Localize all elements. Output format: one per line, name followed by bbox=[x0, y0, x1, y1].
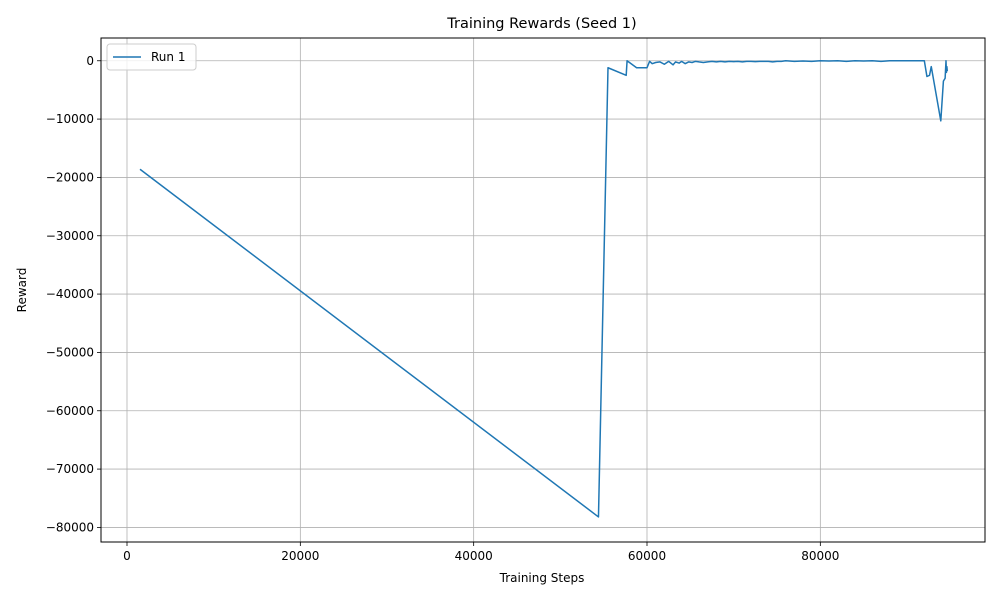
plot-frame bbox=[100, 37, 986, 543]
y-tick-label: −40000 bbox=[46, 287, 94, 301]
grid bbox=[101, 38, 985, 542]
chart-title: Training Rewards (Seed 1) bbox=[446, 16, 636, 32]
series-line-1 bbox=[139, 60, 949, 518]
x-tick-label: 80000 bbox=[801, 549, 839, 563]
y-axis-label: Reward bbox=[15, 268, 29, 313]
y-tick-label: −70000 bbox=[46, 462, 94, 476]
legend-box bbox=[106, 43, 197, 71]
legend: Run 1 bbox=[106, 43, 197, 71]
y-tick-label: −80000 bbox=[46, 520, 94, 534]
y-tick-label: 0 bbox=[86, 54, 94, 68]
y-tick-label: −50000 bbox=[46, 345, 94, 359]
x-tick-label: 20000 bbox=[281, 549, 319, 563]
y-tick-label: −60000 bbox=[46, 404, 94, 418]
series-layer bbox=[139, 60, 949, 518]
y-tick-label: −20000 bbox=[46, 170, 94, 184]
y-axis: 0 −10000 −20000 −30000 −40000 −50000 −60000 −70… bbox=[46, 54, 101, 534]
y-tick-label: −10000 bbox=[46, 112, 94, 126]
y-tick-label: −30000 bbox=[46, 229, 94, 243]
x-tick-label: 0 bbox=[123, 549, 131, 563]
x-tick-label: 60000 bbox=[628, 549, 666, 563]
x-axis: 0 20000 40000 60000 80000 bbox=[123, 542, 839, 563]
x-axis-label: Training Steps bbox=[499, 571, 585, 585]
legend-label-run-1: Run 1 bbox=[151, 50, 185, 64]
x-tick-label: 40000 bbox=[455, 549, 493, 563]
